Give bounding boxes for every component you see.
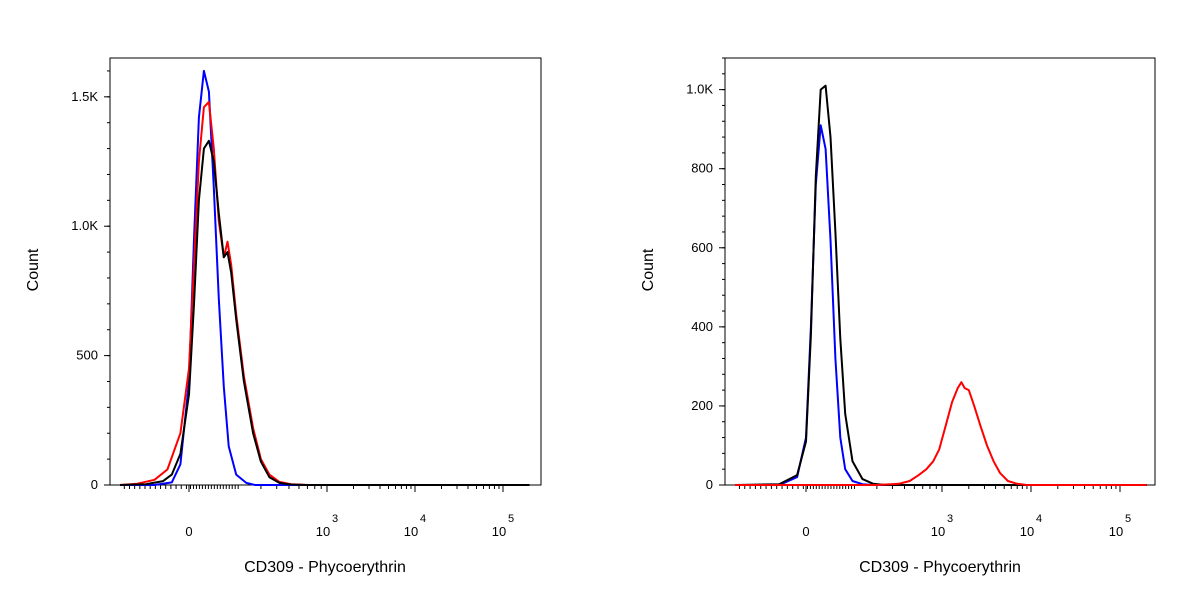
- y-tick-label: 1.0K: [71, 218, 98, 233]
- y-tick-label: 1.5K: [71, 89, 98, 104]
- y-tick-label: 400: [691, 319, 713, 334]
- y-tick-label: 0: [91, 477, 98, 492]
- x-tick-label: 10: [1109, 524, 1123, 539]
- y-tick-label: 1.0K: [686, 82, 713, 97]
- plot-frame: [109, 57, 542, 486]
- x-tick-label: 10: [1020, 524, 1034, 539]
- x-tick-label: 10: [931, 524, 945, 539]
- x-axis-title: CD309 - Phycoerythrin: [859, 559, 1021, 576]
- y-tick-label: 0: [706, 477, 713, 492]
- x-tick-label: 10: [404, 524, 418, 539]
- x-tick-label: 0: [802, 524, 809, 539]
- histogram-series-line-0: [735, 124, 1147, 486]
- histogram-series-line-1: [734, 84, 1147, 486]
- x-tick-exponent: 5: [1125, 513, 1131, 525]
- x-tick-exponent: 3: [332, 513, 338, 525]
- x-tick-exponent: 3: [947, 513, 953, 525]
- histogram-series-line-2: [119, 139, 530, 486]
- x-tick-label: 10: [316, 524, 330, 539]
- x-tick-exponent: 4: [1036, 513, 1042, 525]
- x-tick-label: 10: [492, 524, 506, 539]
- y-tick-label: 800: [691, 161, 713, 176]
- x-tick-label: 0: [185, 524, 192, 539]
- histogram-series-line-2: [735, 381, 1147, 486]
- y-axis-title: Count: [640, 248, 657, 291]
- y-tick-label: 500: [76, 348, 98, 363]
- x-axis-title: CD309 - Phycoerythrin: [244, 559, 406, 576]
- plot-frame: [724, 57, 1156, 486]
- histogram-series-line-1: [119, 101, 530, 486]
- y-axis-title: Count: [25, 248, 42, 291]
- y-tick-label: 600: [691, 240, 713, 255]
- x-tick-exponent: 5: [508, 513, 514, 525]
- x-tick-exponent: 4: [420, 513, 426, 525]
- y-tick-label: 200: [691, 398, 713, 413]
